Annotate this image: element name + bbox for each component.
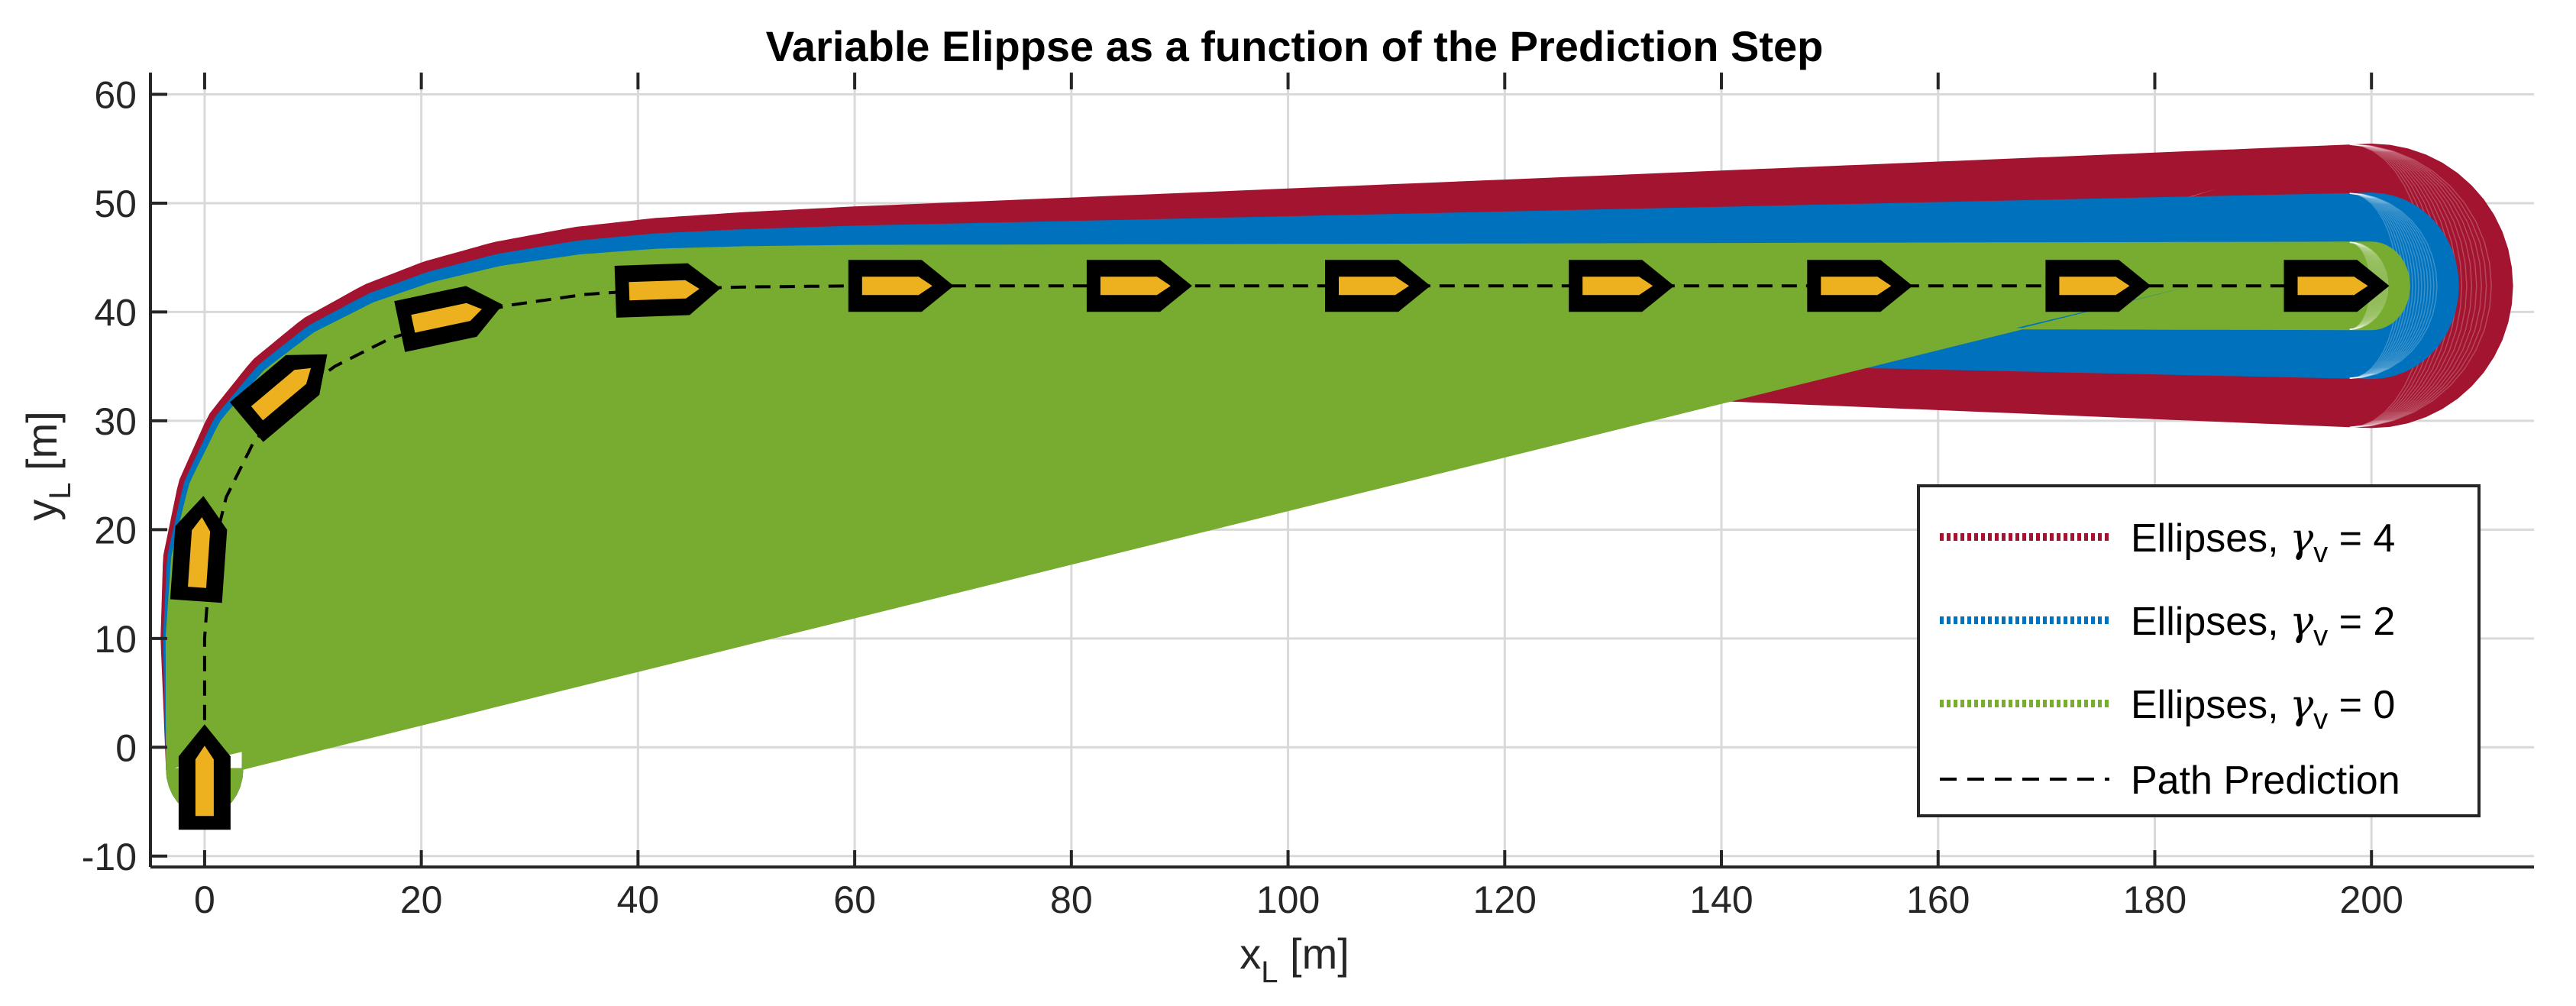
x-tick-label-20: 20: [400, 878, 443, 921]
legend-entry-gamma-4: Ellipses, γv = 4: [1940, 516, 2395, 569]
legend-entry-path-prediction: Path Prediction: [1940, 759, 2400, 803]
x-tick-label-60: 60: [833, 878, 876, 921]
legend-entry-gamma-0: Ellipses, γv = 0: [1940, 682, 2395, 736]
x-tick-label-100: 100: [1256, 878, 1320, 921]
y-tick-label-20: 20: [94, 509, 137, 552]
vehicle-marker-12: [2283, 260, 2390, 312]
vehicle-body: [2059, 277, 2130, 296]
x-tick-label-0: 0: [194, 878, 215, 921]
vehicle-marker-8: [1325, 260, 1430, 312]
vehicle-marker-9: [1569, 260, 1675, 312]
vehicle-body: [195, 746, 214, 817]
vehicle-body: [1582, 277, 1653, 296]
legend-label-gamma-0: Ellipses, γv = 0: [2131, 682, 2395, 736]
vehicle-marker-2: [170, 496, 228, 603]
plot-area: 0 20 40 60 80 100 120 140 160 180 200 -10 0 10 20 30 40…: [82, 73, 2534, 921]
y-tick-label-40: 40: [94, 291, 137, 334]
vehicle-body: [1100, 277, 1171, 296]
vehicle-marker-5: [614, 263, 721, 318]
ellipse-edge-line: [2349, 192, 2438, 380]
ellipse-edge-line: [2349, 144, 2483, 429]
y-tick-label--10: -10: [82, 836, 137, 878]
x-axis-label: xL [m]: [1240, 930, 1349, 989]
x-tick-label-180: 180: [2123, 878, 2187, 921]
vehicle-marker-7: [1086, 260, 1192, 312]
vehicle-marker-3: [229, 354, 328, 442]
y-tick-label-50: 50: [94, 183, 137, 225]
legend-label-path-prediction: Path Prediction: [2131, 759, 2400, 803]
vehicle-marker-11: [2045, 260, 2151, 312]
ellipse-edge-line: [2349, 144, 2468, 429]
y-tick-label-60: 60: [94, 73, 137, 116]
x-tick-label-160: 160: [1906, 878, 1970, 921]
x-axis-label-unit: [m]: [1278, 930, 1349, 978]
ellipse-edge-line: [2349, 192, 2422, 380]
vehicle-body: [629, 280, 700, 301]
vehicle-marker-1: [178, 724, 231, 830]
x-axis-label-main: x: [1240, 930, 1261, 978]
x-axis-label-subscript: L: [1261, 956, 1278, 989]
ellipse-edge-line: [2349, 144, 2487, 429]
vehicle-body: [411, 302, 482, 333]
y-tick-label-10: 10: [94, 618, 137, 661]
ellipse-edge-line: [2349, 192, 2435, 380]
legend-entry-gamma-2: Ellipses, γv = 2: [1940, 599, 2395, 652]
ellipse-band-gamma-0: [165, 241, 2410, 816]
vehicle-marker-4: [394, 286, 503, 352]
legend-label-gamma-2: Ellipses, γv = 2: [2131, 599, 2395, 652]
y-axis-label-unit: [m]: [18, 411, 66, 482]
x-tick-label-40: 40: [617, 878, 660, 921]
vehicle-body: [250, 367, 312, 421]
ellipse-edge-line: [2349, 144, 2477, 429]
ellipse-edge-line: [2349, 192, 2416, 380]
y-axis-label-main: y: [18, 500, 66, 521]
y-axis-label: yL [m]: [18, 411, 77, 521]
y-tick-label-0: 0: [115, 726, 137, 769]
x-tick-label-200: 200: [2339, 878, 2403, 921]
ellipse-bands: [160, 143, 2513, 816]
y-tick-labels: -10 0 10 20 30 40 50 60: [82, 73, 137, 878]
ellipse-edge-line: [2349, 192, 2432, 380]
vehicle-body: [1821, 277, 1892, 296]
vehicle-body: [2297, 277, 2368, 296]
vehicle-marker-10: [1807, 260, 1913, 312]
vehicle-body: [188, 517, 211, 588]
ellipse-edge-line: [2349, 144, 2492, 429]
ellipse-edge-line: [2349, 144, 2463, 429]
legend: Ellipses, γv = 4 Ellipses, γv = 2 Ellips…: [1917, 484, 2481, 817]
x-tick-label-140: 140: [1689, 878, 1753, 921]
ellipse-edge-line: [2349, 192, 2429, 380]
ellipse-edge-line: [2349, 144, 2473, 429]
vehicle-body: [1339, 277, 1409, 296]
vehicle-marker-6: [848, 260, 954, 312]
x-tick-label-80: 80: [1050, 878, 1093, 921]
vehicle-markers: [170, 260, 2390, 830]
vehicle-body: [861, 277, 932, 296]
x-tick-labels: 0 20 40 60 80 100 120 140 160 180 200: [194, 878, 2403, 921]
y-axis-label-subscript: L: [44, 483, 77, 500]
chart-title: Variable Elippse as a function of the Pr…: [766, 22, 1824, 70]
x-tick-label-120: 120: [1473, 878, 1537, 921]
axes: [149, 73, 2534, 869]
legend-label-gamma-4: Ellipses, γv = 4: [2131, 516, 2395, 569]
ellipse-edge-line: [2349, 192, 2413, 380]
ellipse-edge-line: [2349, 192, 2419, 380]
y-tick-label-30: 30: [94, 400, 137, 443]
ellipse-edge-line: [2349, 192, 2426, 380]
